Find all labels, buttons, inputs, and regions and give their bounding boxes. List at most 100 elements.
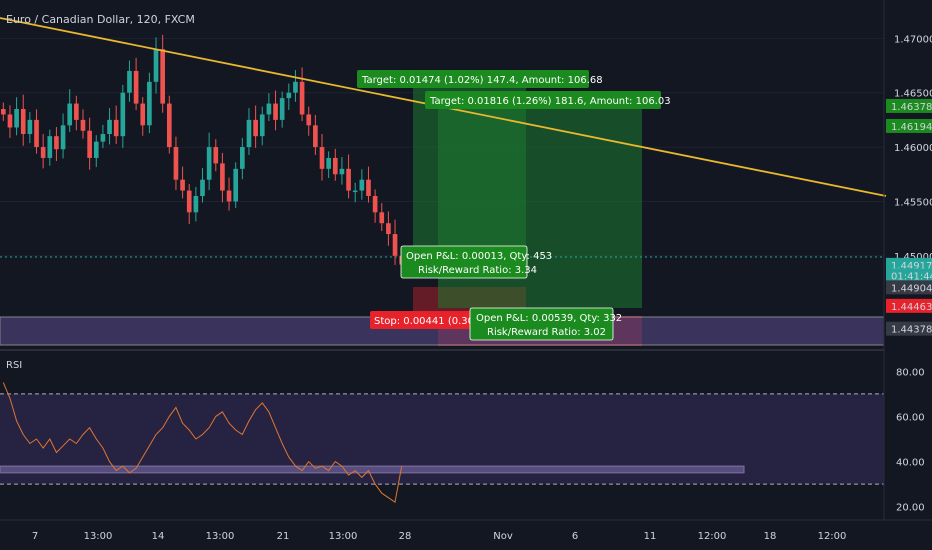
time-tick-label: 13:00 — [84, 531, 113, 542]
stop-label-1[interactable]: Stop: 0.00441 (0.30 — [370, 311, 474, 329]
candle-body — [313, 125, 318, 148]
candle-body — [213, 147, 219, 164]
price-label-box — [886, 321, 932, 336]
price-label-box — [886, 118, 932, 133]
price-label-text: 1.44904 — [891, 283, 932, 294]
candle-body — [186, 190, 192, 213]
time-tick-label: 6 — [572, 531, 578, 542]
candle-body — [160, 49, 165, 104]
candle-body — [306, 114, 312, 126]
pnl-label-1[interactable]: Open P&L: 0.00013, Qty: 453 Risk/Reward … — [400, 245, 552, 279]
price-label-box — [886, 280, 932, 295]
rr-label-1-text: Risk/Reward Ratio: 3.34 — [418, 265, 537, 276]
candle-body — [220, 163, 225, 191]
price-label-box — [886, 98, 932, 113]
price-label-text: 1.46378 — [891, 102, 932, 113]
time-tick-label: 21 — [277, 531, 290, 542]
candle-body — [40, 147, 46, 158]
rsi-zone-rect[interactable] — [0, 465, 745, 474]
candle-body — [127, 70, 132, 93]
rsi-tick-label: 20.00 — [896, 503, 925, 514]
time-tick-label: 28 — [399, 531, 412, 542]
candle-body — [140, 103, 146, 126]
price-label-text: 1.44378 — [891, 325, 932, 336]
candle-body — [246, 119, 252, 148]
time-axis-ticks: 7 13:00 14 13:00 21 13:00 28 Nov 6 11 12:00 18 12:00 — [32, 531, 847, 542]
candle-body — [147, 81, 152, 126]
rsi-axis-ticks: 80.00 60.00 40.00 20.00 — [896, 367, 925, 513]
price-tick-label: 1.46000 — [894, 143, 932, 154]
time-tick-label: 12:00 — [818, 531, 847, 542]
rsi-line — [2, 382, 403, 504]
candle-body — [299, 81, 305, 115]
price-label-text: 01:41:44 — [891, 271, 932, 282]
candle-body — [107, 119, 112, 135]
candle-body — [7, 114, 13, 128]
pnl-label-2-box — [469, 307, 614, 341]
price-axis-ticks: 1.47000 1.46500 1.46000 1.45500 1.45000 — [894, 34, 932, 263]
candle-body — [319, 147, 325, 169]
candle-body — [293, 81, 298, 93]
time-tick-label: 12:00 — [698, 531, 727, 542]
candle-body — [180, 179, 185, 191]
candle-body — [100, 134, 106, 142]
target-label-2-text: Target: 0.01816 (1.26%) 181.6, Amount: 1… — [429, 96, 671, 107]
time-tick-label: 14 — [152, 531, 165, 542]
price-tick-label: 1.47000 — [894, 34, 932, 45]
candle-body — [80, 119, 86, 131]
candle-body — [113, 119, 119, 137]
candle-body — [259, 114, 265, 137]
time-tick-label: 13:00 — [206, 531, 235, 542]
candle-body — [0, 109, 6, 115]
rsi-tick-label: 40.00 — [896, 458, 925, 469]
target-label-2[interactable]: Target: 0.01816 (1.26%) 181.6, Amount: 1… — [425, 91, 671, 109]
candle-body — [133, 70, 139, 104]
candle-body — [233, 168, 239, 202]
candle-body — [27, 119, 33, 135]
rsi-tick-label: 80.00 — [896, 367, 925, 378]
candle-body — [93, 141, 99, 158]
candle-body — [74, 103, 79, 120]
candle-body — [359, 179, 365, 191]
price-label-text: 1.46194 — [891, 122, 932, 133]
candlestick-series — [0, 34, 405, 272]
candle-body — [366, 179, 371, 197]
candle-body — [386, 223, 391, 235]
time-tick-label: 13:00 — [329, 531, 358, 542]
candle-body — [153, 49, 159, 82]
target-label-2-box — [425, 91, 661, 109]
candle-body — [34, 119, 39, 148]
candle-body — [240, 147, 245, 169]
time-tick-label: 11 — [644, 531, 657, 542]
candle-body — [166, 103, 172, 148]
candle-body — [67, 103, 73, 126]
price-tick-label: 1.45500 — [894, 197, 932, 208]
rsi-tick-label: 60.00 — [896, 412, 925, 423]
candle-body — [372, 196, 378, 213]
pnl-label-2[interactable]: Open P&L: 0.00539, Qty: 332 Risk/Reward … — [469, 307, 622, 341]
candle-body — [253, 119, 258, 137]
candle-body — [120, 92, 126, 137]
candle-body — [286, 92, 292, 99]
candle-body — [392, 234, 398, 256]
candle-body — [332, 157, 338, 175]
symbol-title: Euro / Canadian Dollar, 120, FXCM — [6, 13, 195, 26]
price-label-text: 1.44917 — [891, 261, 932, 272]
price-label-box — [886, 257, 932, 272]
candle-body — [54, 136, 59, 150]
candle-body — [60, 125, 66, 150]
price-tick-label: 1.46500 — [894, 89, 932, 100]
candle-body — [226, 190, 232, 202]
time-tick-label: 18 — [764, 531, 777, 542]
target-label-1-text: Target: 0.01474 (1.02%) 147.4, Amount: 1… — [361, 75, 603, 86]
candle-body — [206, 147, 212, 180]
candle-body — [326, 157, 331, 169]
candle-body — [266, 103, 272, 115]
time-tick-label: 7 — [32, 531, 38, 542]
target-label-1[interactable]: Target: 0.01474 (1.02%) 147.4, Amount: 1… — [357, 70, 603, 88]
pnl-label-2-text: Open P&L: 0.00539, Qty: 332 — [476, 313, 622, 324]
stop-label-1-box — [370, 311, 472, 329]
candle-body — [193, 196, 199, 213]
